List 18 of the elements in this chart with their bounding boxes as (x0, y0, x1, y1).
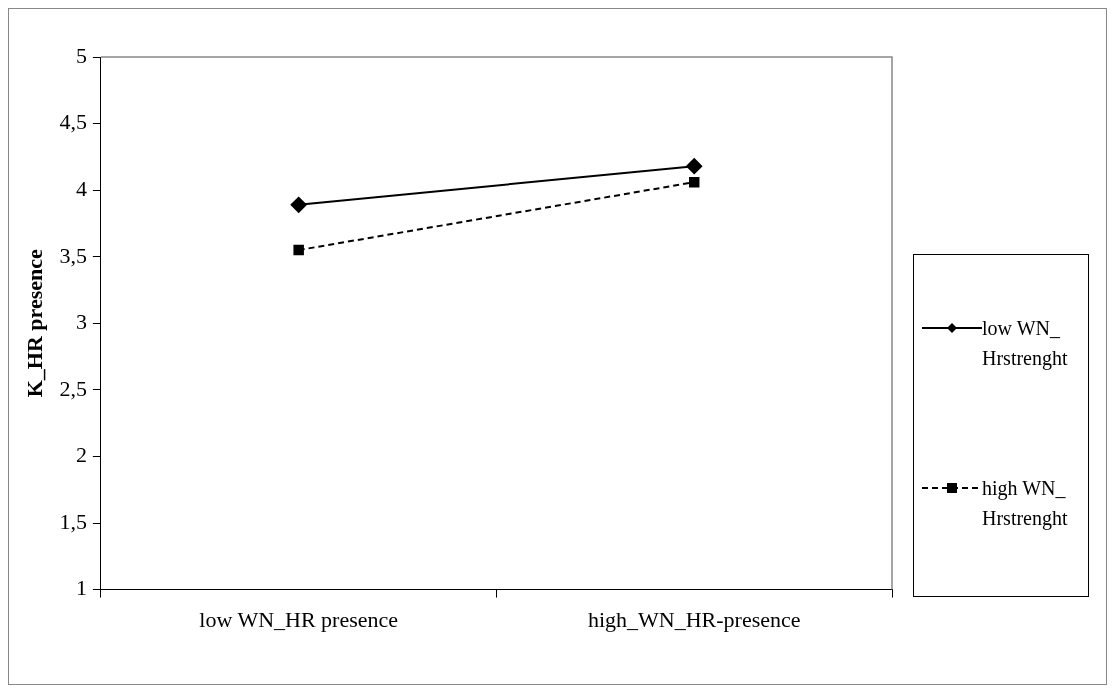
y-tick-label: 3 (75, 309, 87, 335)
x-tick-label: low WN_HR presence (199, 606, 399, 632)
y-tick-label: 2,5 (59, 375, 87, 401)
y-tick-label: 4 (75, 175, 87, 201)
legend-label: high WN_Hrstrenght (982, 476, 1069, 532)
point (686, 158, 703, 175)
legend-label: low WN_Hrstrenght (982, 315, 1069, 372)
y-tick-label: 1 (75, 575, 87, 601)
point (293, 244, 304, 256)
y-tick-label: 2 (75, 442, 87, 468)
point (688, 176, 700, 188)
y-tick-label: 5 (75, 42, 87, 68)
point (290, 196, 307, 213)
y-tick-label: 3,5 (59, 242, 87, 268)
y-tick-label: 1,5 (59, 508, 87, 534)
y-axis-title: K_HR presence (21, 249, 47, 398)
y-tick-label: 4,5 (59, 109, 87, 135)
x-tick-label: high_WN_HR-presence (587, 606, 801, 632)
